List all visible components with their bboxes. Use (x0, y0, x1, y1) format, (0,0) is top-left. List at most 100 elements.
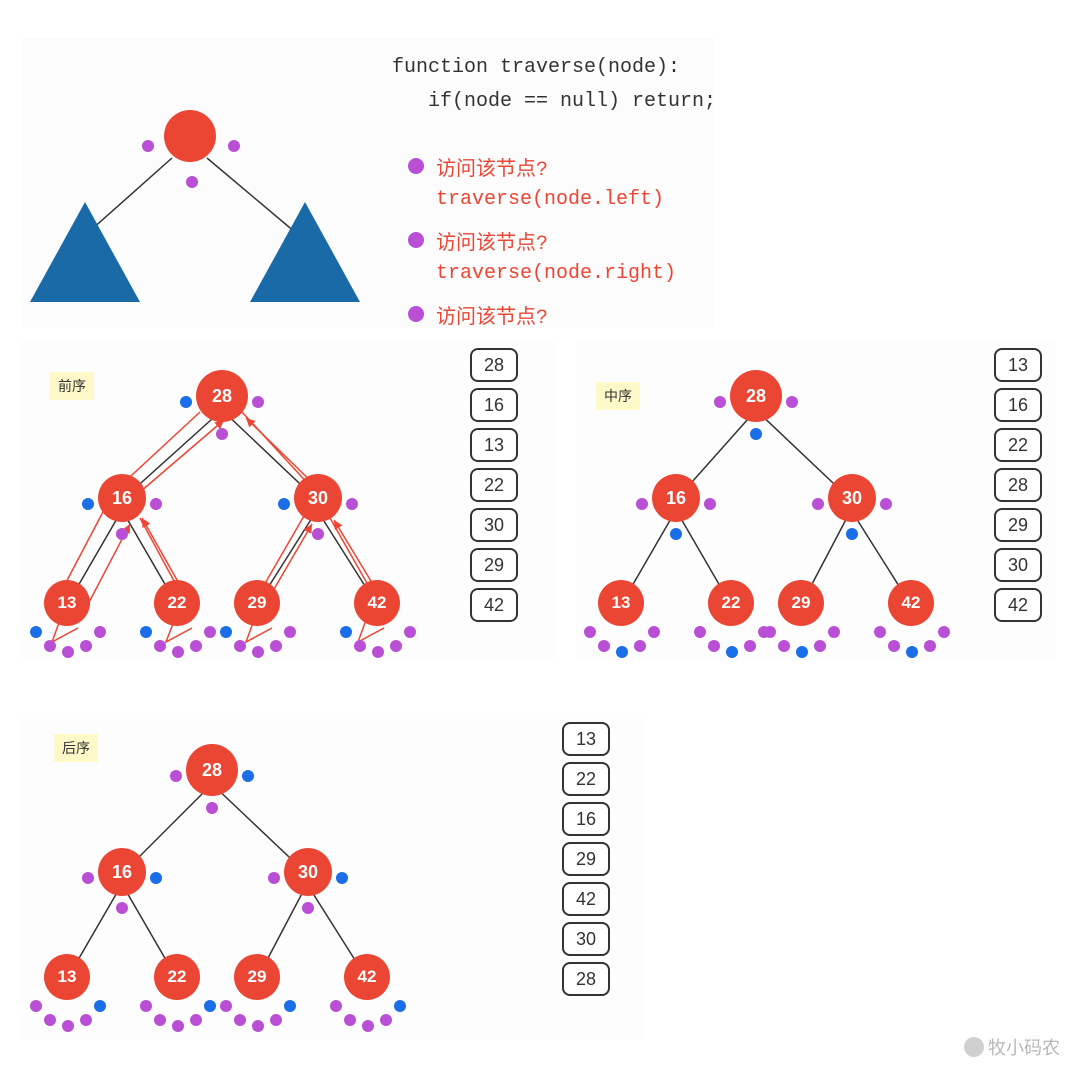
inorder-sequence: 13 16 22 28 29 30 42 (994, 348, 1042, 622)
node-label: 28 (202, 760, 222, 781)
right-subtree-icon (250, 202, 360, 302)
preorder-sequence: 28 16 13 22 30 29 42 (470, 348, 518, 622)
pre-dot (172, 646, 184, 658)
visit-dot-2-icon (408, 232, 424, 248)
in-dot (694, 626, 706, 638)
node-label: 30 (308, 488, 328, 509)
pre-dot (82, 498, 94, 510)
left-subtree-icon (30, 202, 140, 302)
post-dot (234, 1014, 246, 1026)
in-dot (584, 626, 596, 638)
pre-node-16: 16 (98, 474, 146, 522)
post-dot (94, 1000, 106, 1012)
node-label: 28 (746, 386, 766, 407)
in-dot (750, 428, 762, 440)
pre-dot (154, 640, 166, 652)
pre-dot (252, 646, 264, 658)
pre-dot (116, 528, 128, 540)
node-label: 16 (666, 488, 686, 509)
in-node-30: 30 (828, 474, 876, 522)
seq-item: 16 (994, 388, 1042, 422)
visit-dot-3-icon (408, 306, 424, 322)
in-dot (704, 498, 716, 510)
post-dot (116, 902, 128, 914)
post-node-28: 28 (186, 744, 238, 796)
seq-item: 28 (470, 348, 518, 382)
seq-item: 42 (562, 882, 610, 916)
pre-node-13: 13 (44, 580, 90, 626)
in-dot (888, 640, 900, 652)
post-dot (344, 1014, 356, 1026)
post-dot (150, 872, 162, 884)
left-call: traverse(node.left) (436, 188, 664, 211)
in-dot (708, 640, 720, 652)
pre-dot (346, 498, 358, 510)
pre-dot (140, 626, 152, 638)
code-line-1: function traverse(node): (392, 56, 680, 79)
in-dot (938, 626, 950, 638)
in-node-42: 42 (888, 580, 934, 626)
post-dot (204, 1000, 216, 1012)
pre-dot (372, 646, 384, 658)
pre-dot (390, 640, 402, 652)
node-label: 28 (212, 386, 232, 407)
in-dot (726, 646, 738, 658)
post-dot (80, 1014, 92, 1026)
in-node-13: 13 (598, 580, 644, 626)
post-dot (252, 1020, 264, 1032)
pre-dot (234, 640, 246, 652)
node-label: 13 (58, 967, 77, 987)
post-dot (170, 770, 182, 782)
seq-item: 30 (470, 508, 518, 542)
seq-item: 22 (470, 468, 518, 502)
visit-q2: 访问该节点? (436, 226, 548, 256)
post-node-42: 42 (344, 954, 390, 1000)
in-dot (634, 640, 646, 652)
in-dot (906, 646, 918, 658)
node-label: 13 (612, 593, 631, 613)
node-label: 22 (168, 593, 187, 613)
post-dot (82, 872, 94, 884)
post-node-30: 30 (284, 848, 332, 896)
post-dot (330, 1000, 342, 1012)
code-line-2: if(node == null) return; (392, 90, 716, 113)
seq-item: 30 (994, 548, 1042, 582)
in-dot (636, 498, 648, 510)
pre-dot (312, 528, 324, 540)
in-dot (670, 528, 682, 540)
in-node-22: 22 (708, 580, 754, 626)
seq-item: 22 (994, 428, 1042, 462)
node-label: 29 (248, 593, 267, 613)
post-dot (302, 902, 314, 914)
in-dot (874, 626, 886, 638)
seq-item: 29 (562, 842, 610, 876)
pre-dot (62, 646, 74, 658)
pre-dot (150, 498, 162, 510)
node-label: 13 (58, 593, 77, 613)
post-dot (172, 1020, 184, 1032)
post-node-13: 13 (44, 954, 90, 1000)
in-dot (648, 626, 660, 638)
pre-dot (354, 640, 366, 652)
seq-item: 13 (994, 348, 1042, 382)
in-dot (924, 640, 936, 652)
pre-dot (216, 428, 228, 440)
post-dot (44, 1014, 56, 1026)
post-dot (242, 770, 254, 782)
pre-dot (80, 640, 92, 652)
post-node-29: 29 (234, 954, 280, 1000)
post-dot (284, 1000, 296, 1012)
in-dot (812, 498, 824, 510)
post-dot (380, 1014, 392, 1026)
post-dot (30, 1000, 42, 1012)
post-dot (220, 1000, 232, 1012)
node-label: 29 (248, 967, 267, 987)
seq-item: 42 (470, 588, 518, 622)
visit-q1: 访问该节点? (436, 152, 548, 182)
node-label: 42 (358, 967, 377, 987)
seq-item: 29 (994, 508, 1042, 542)
post-dot (154, 1014, 166, 1026)
seq-item: 13 (562, 722, 610, 756)
pre-dot (278, 498, 290, 510)
in-dot (846, 528, 858, 540)
